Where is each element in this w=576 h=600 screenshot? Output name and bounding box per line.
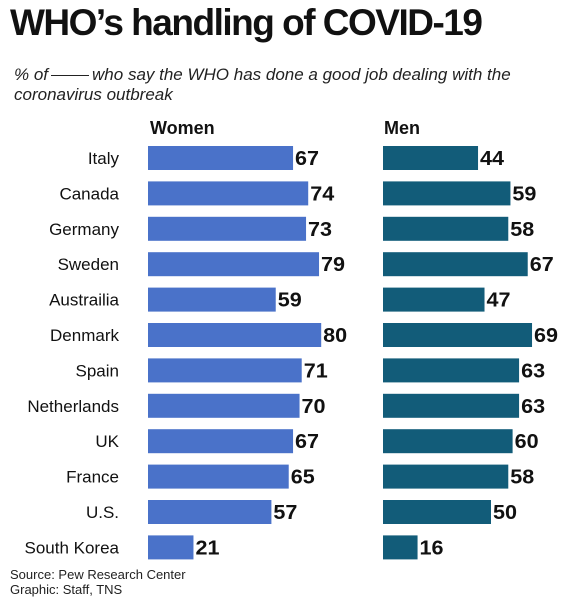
men-value-sweden: 67 [530, 254, 554, 276]
subtitle-blank [51, 75, 90, 76]
chart-subtitle: % of who say the WHO has done a good job … [14, 65, 564, 105]
women-bar-uk [148, 429, 294, 454]
men-value-france: 58 [510, 467, 534, 489]
category-label-u-s: U.S. [86, 503, 119, 522]
men-bar-u-s [383, 500, 491, 524]
men-value-austrailia: 47 [487, 290, 511, 312]
women-bar-netherlands [148, 393, 300, 418]
men-bar-sweden [383, 252, 528, 277]
women-value-italy: 67 [295, 148, 319, 170]
women-bar-germany [148, 216, 307, 241]
women-bar-france [148, 464, 289, 489]
men-value-spain: 63 [521, 360, 545, 382]
women-bar-denmark [148, 323, 322, 347]
men-value-denmark: 69 [534, 325, 558, 347]
category-label-germany: Germany [49, 220, 119, 239]
category-label-italy: Italy [88, 149, 120, 168]
chart-title: WHO’s handling of COVID-19 [10, 2, 483, 43]
credit-text: Graphic: Staff, TNS [10, 582, 123, 597]
subtitle-lead: % of [14, 65, 49, 84]
women-bar-south-korea [148, 535, 194, 560]
men-bar-canada [383, 181, 511, 206]
women-value-sweden: 79 [321, 254, 345, 276]
men-bar-south-korea [383, 535, 418, 560]
men-bar-netherlands [383, 393, 520, 418]
men-bar-denmark [383, 323, 533, 347]
men-value-italy: 44 [480, 148, 505, 170]
subtitle-rest: who say the WHO has done a good job deal… [14, 65, 511, 104]
women-value-u-s: 57 [273, 502, 297, 524]
men-value-canada: 59 [512, 183, 536, 205]
category-label-denmark: Denmark [50, 326, 119, 345]
women-value-austrailia: 59 [278, 290, 302, 312]
men-value-south-korea: 16 [420, 537, 444, 559]
category-label-south-korea: South Korea [24, 538, 119, 557]
category-label-austrailia: Austrailia [49, 291, 119, 310]
women-value-south-korea: 21 [195, 537, 219, 559]
men-value-uk: 60 [515, 431, 539, 453]
women-value-netherlands: 70 [302, 396, 326, 418]
women-value-spain: 71 [304, 360, 328, 382]
men-bar-austrailia [383, 287, 485, 312]
women-bar-spain [148, 358, 302, 383]
category-label-spain: Spain [76, 361, 119, 380]
women-bar-italy [148, 146, 294, 170]
men-bar-spain [383, 358, 520, 383]
men-bar-france [383, 464, 509, 489]
category-label-sweden: Sweden [58, 255, 119, 274]
women-bar-sweden [148, 252, 320, 277]
category-label-uk: UK [95, 432, 119, 451]
women-bar-canada [148, 181, 309, 206]
men-value-germany: 58 [510, 219, 534, 241]
category-label-canada: Canada [59, 184, 119, 203]
women-value-france: 65 [291, 467, 315, 489]
men-panel-title: Men [384, 118, 420, 138]
men-value-netherlands: 63 [521, 396, 545, 418]
women-value-denmark: 80 [323, 325, 347, 347]
women-value-germany: 73 [308, 219, 332, 241]
source-note: Source: Pew Research Center Graphic: Sta… [10, 567, 186, 597]
women-value-canada: 74 [310, 183, 335, 205]
women-bar-u-s [148, 500, 272, 524]
women-value-uk: 67 [295, 431, 319, 453]
men-bar-germany [383, 216, 509, 241]
men-bar-uk [383, 429, 513, 454]
category-label-france: France [66, 468, 119, 487]
women-panel-title: Women [150, 118, 215, 138]
category-label-netherlands: Netherlands [27, 397, 119, 416]
men-value-u-s: 50 [493, 502, 517, 524]
men-bar-italy [383, 146, 479, 170]
women-bar-austrailia [148, 287, 276, 312]
source-text: Source: Pew Research Center [10, 567, 186, 582]
